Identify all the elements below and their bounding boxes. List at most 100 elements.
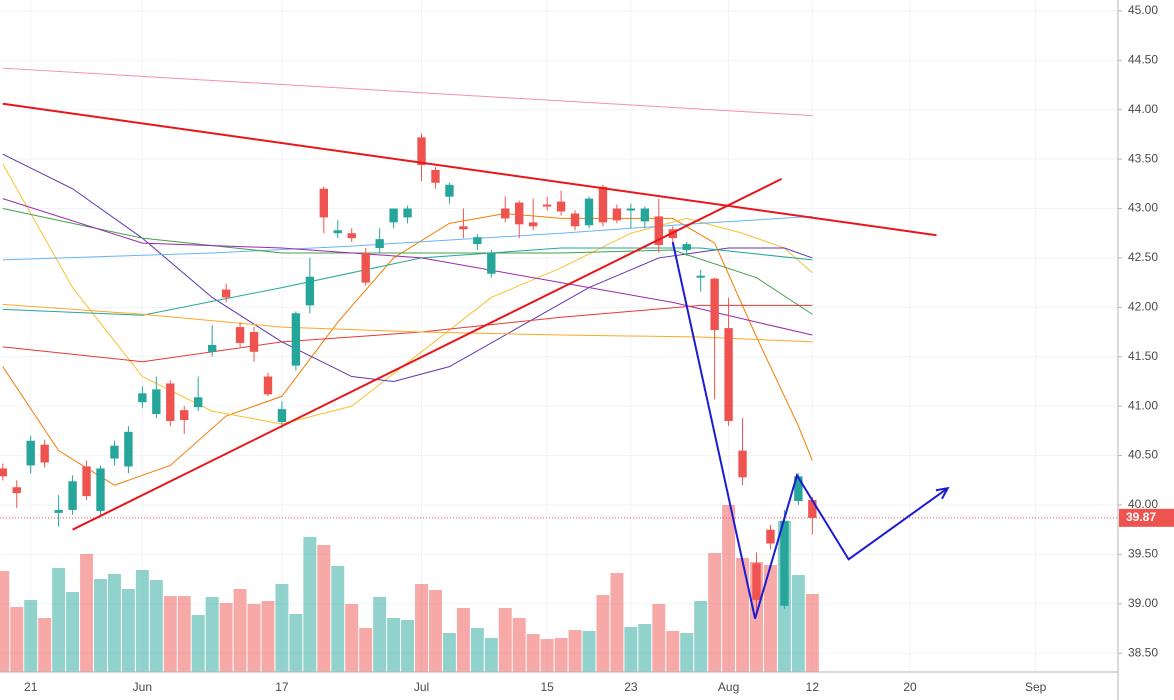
candle-body xyxy=(389,208,398,223)
volume-bar xyxy=(401,620,415,672)
volume-bar xyxy=(205,597,219,672)
volume-bar xyxy=(373,597,387,672)
candle-body xyxy=(166,383,175,421)
y-tick-label: 41.00 xyxy=(1128,398,1158,412)
y-tick-label: 39.50 xyxy=(1128,547,1158,561)
volume-bar xyxy=(261,601,275,672)
volume-bar xyxy=(66,592,80,672)
volume-bar xyxy=(596,595,610,672)
candle-body xyxy=(640,208,650,222)
volume-bar xyxy=(107,574,121,672)
volume-bar xyxy=(680,633,694,672)
candle-body xyxy=(710,278,719,331)
candle-body xyxy=(556,201,566,212)
candle-body xyxy=(682,244,691,251)
candle-body xyxy=(570,213,580,227)
candle-body xyxy=(333,230,342,234)
trend-line xyxy=(72,177,783,531)
volume-bar xyxy=(191,615,205,672)
x-tick-label: Aug xyxy=(718,680,739,694)
candle-body xyxy=(459,226,468,230)
volume-bar xyxy=(442,633,456,672)
x-tick-label: 17 xyxy=(275,680,289,694)
candle-body xyxy=(277,409,287,422)
y-tick-label: 38.50 xyxy=(1128,645,1158,659)
volume-bar xyxy=(610,573,624,672)
volume-bar xyxy=(121,589,135,672)
moving-average xyxy=(2,163,813,425)
volume-bar xyxy=(484,638,498,672)
candle-body xyxy=(738,450,747,478)
y-tick-label: 43.50 xyxy=(1128,151,1158,165)
volume-bar xyxy=(526,634,540,672)
volume-bar xyxy=(0,571,10,672)
candle-body xyxy=(487,252,496,274)
price-axis xyxy=(1118,0,1174,700)
y-tick-label: 44.50 xyxy=(1128,52,1158,66)
y-tick-label: 44.00 xyxy=(1128,102,1158,116)
trend-line xyxy=(671,241,949,619)
candle-body xyxy=(235,327,245,343)
y-tick-label: 45.00 xyxy=(1128,3,1158,17)
volume-bar xyxy=(694,601,708,672)
volume-bar xyxy=(638,624,652,672)
volume-bar xyxy=(512,618,526,672)
volume-bar xyxy=(149,580,163,672)
volume-bar xyxy=(722,505,736,672)
candle-body xyxy=(794,476,803,502)
x-tick-label: Sep xyxy=(1025,680,1047,694)
volume-bar xyxy=(303,537,317,672)
volume-bar xyxy=(52,568,66,672)
x-tick-label: Jun xyxy=(133,680,152,694)
x-tick-label: 12 xyxy=(806,680,820,694)
arrow-head xyxy=(935,486,950,500)
volume-bar xyxy=(763,565,777,672)
volume-bar xyxy=(428,590,442,672)
plot xyxy=(0,0,1118,672)
volume-bar xyxy=(387,618,401,672)
candle-body xyxy=(26,440,35,466)
candle-body xyxy=(54,509,63,513)
candle-body xyxy=(403,208,412,218)
volume-bar xyxy=(289,614,303,672)
x-tick-label: 21 xyxy=(24,680,38,694)
candle-body xyxy=(528,222,538,227)
volume-bar xyxy=(247,604,261,672)
volume-bar xyxy=(80,554,94,672)
y-tick-label: 42.00 xyxy=(1128,300,1158,314)
x-tick-label: 23 xyxy=(624,680,638,694)
volume-bar xyxy=(415,584,428,672)
candle-body xyxy=(305,276,315,306)
candle-body xyxy=(766,529,775,544)
volume-bar xyxy=(708,553,722,672)
x-tick-label: 20 xyxy=(903,680,917,694)
candle-body xyxy=(0,468,7,477)
volume-bar xyxy=(177,596,191,672)
candle-body xyxy=(598,186,608,223)
candle-body xyxy=(808,500,817,518)
candle-body xyxy=(12,487,21,494)
volume-bar xyxy=(135,570,149,672)
candle-body xyxy=(124,431,133,467)
candle-body xyxy=(612,208,622,221)
volume-bar xyxy=(345,604,359,672)
y-tick-label: 40.50 xyxy=(1128,448,1158,462)
candle-body xyxy=(654,216,663,246)
y-tick-label: 43.00 xyxy=(1128,201,1158,215)
candle-body xyxy=(780,520,789,606)
y-tick-label: 39.00 xyxy=(1128,596,1158,610)
candle-body xyxy=(207,344,217,352)
y-tick-label: 41.50 xyxy=(1128,349,1158,363)
candle-body xyxy=(501,208,510,219)
candle-body xyxy=(291,313,301,366)
volume-bar xyxy=(554,638,568,672)
volume-bar xyxy=(652,604,666,672)
volume-bar xyxy=(470,628,484,672)
candle-body xyxy=(249,332,259,352)
candle-body xyxy=(110,445,119,459)
volume-bar xyxy=(791,575,805,672)
candle-body xyxy=(68,481,77,510)
candle-body xyxy=(445,184,454,197)
volume-bar xyxy=(38,618,52,672)
